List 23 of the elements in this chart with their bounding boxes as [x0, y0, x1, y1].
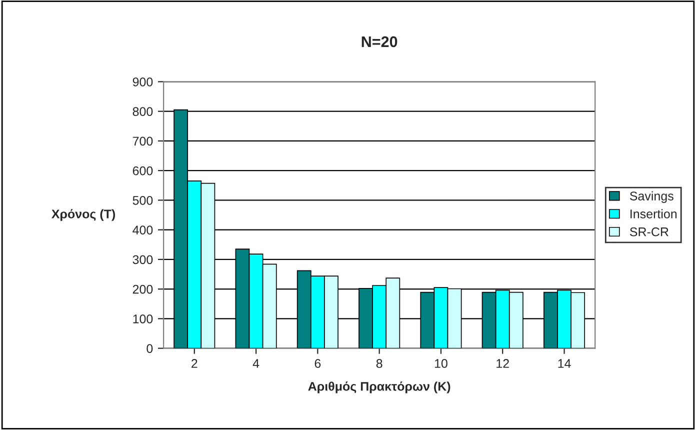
- y-tick-label: 400: [132, 226, 153, 234]
- y-tick-label: 700: [132, 136, 153, 146]
- x-tick-label: 8: [376, 359, 382, 368]
- y-tick-label: 500: [132, 196, 153, 205]
- y-tick-label: 100: [133, 314, 153, 324]
- chart-title: N=20: [362, 36, 398, 48]
- x-tick-label: 4: [252, 359, 260, 368]
- x-axis-title: Αριθμός Πρακτόρων (K): [308, 381, 450, 394]
- y-tick-label: 300: [132, 255, 153, 264]
- y-tick-label: 600: [132, 166, 153, 176]
- x-tick-label: 10: [434, 359, 448, 368]
- x-tick-label: 12: [496, 359, 509, 368]
- legend-label: SR-CR: [630, 227, 668, 236]
- y-axis-title: Χρόνος (T): [52, 209, 116, 221]
- legend-label: Savings: [630, 191, 674, 203]
- y-tick-label: 900: [132, 78, 153, 86]
- x-tick-label: 14: [558, 359, 571, 368]
- x-tick-label: 2: [192, 359, 198, 368]
- x-tick-label: 6: [314, 359, 321, 368]
- y-tick-label: 800: [132, 107, 153, 116]
- y-tick-label: 200: [132, 284, 153, 294]
- legend-label: Insertion: [630, 209, 677, 218]
- y-tick-label: 0: [146, 344, 153, 353]
